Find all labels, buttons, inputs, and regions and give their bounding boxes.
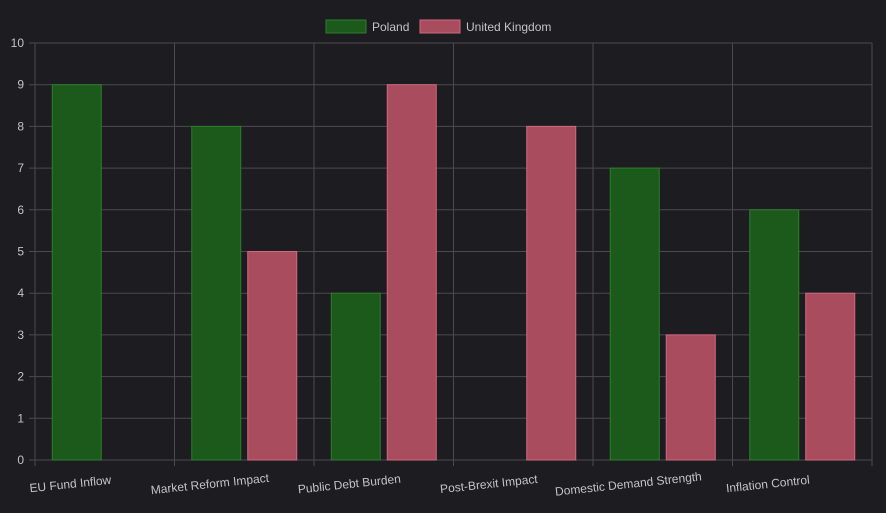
y-tick-label: 6 [17, 203, 24, 217]
legend-item-poland[interactable]: Poland [325, 19, 409, 34]
x-tick-label: Inflation Control [725, 473, 810, 496]
bar-poland[interactable] [749, 209, 800, 461]
y-tick-label: 9 [17, 78, 24, 92]
y-tick-label: 3 [17, 328, 24, 342]
x-axis: EU Fund Inflow Market Reform Impact Public… [29, 469, 811, 498]
x-tick-label: Public Debt Burden [297, 472, 401, 497]
bar-poland[interactable] [191, 125, 242, 461]
bar-poland[interactable] [51, 84, 102, 461]
bars [51, 84, 856, 461]
legend-label: United Kingdom [466, 20, 551, 34]
legend-item-united-kingdom[interactable]: United Kingdom [419, 19, 551, 34]
legend-label: Poland [372, 20, 409, 34]
bar-united-kingdom[interactable] [247, 251, 298, 461]
bar-united-kingdom[interactable] [665, 334, 716, 461]
x-tick-label: EU Fund Inflow [29, 473, 112, 496]
y-tick-label: 7 [17, 161, 24, 175]
bar-poland[interactable] [609, 167, 660, 461]
legend-swatch [419, 19, 461, 34]
bar-united-kingdom[interactable] [805, 292, 856, 461]
y-axis: 0 1 2 3 4 5 6 7 8 9 10 [11, 36, 25, 467]
y-tick-label: 1 [17, 411, 24, 425]
x-tick-label: Domestic Demand Strength [554, 469, 702, 498]
legend-swatch [325, 19, 367, 34]
bar-united-kingdom[interactable] [526, 125, 577, 461]
y-tick-label: 4 [17, 286, 24, 300]
y-tick-label: 8 [17, 119, 24, 133]
y-tick-label: 10 [11, 36, 25, 50]
bar-poland[interactable] [330, 292, 381, 461]
x-tick-label: Market Reform Impact [150, 471, 270, 497]
y-tick-label: 5 [17, 245, 24, 259]
legend[interactable]: Poland United Kingdom [325, 19, 551, 34]
y-tick-label: 0 [17, 453, 24, 467]
y-tick-label: 2 [17, 370, 24, 384]
x-tick-label: Post-Brexit Impact [439, 472, 539, 496]
grid [29, 42, 873, 466]
bar-united-kingdom[interactable] [386, 84, 437, 461]
